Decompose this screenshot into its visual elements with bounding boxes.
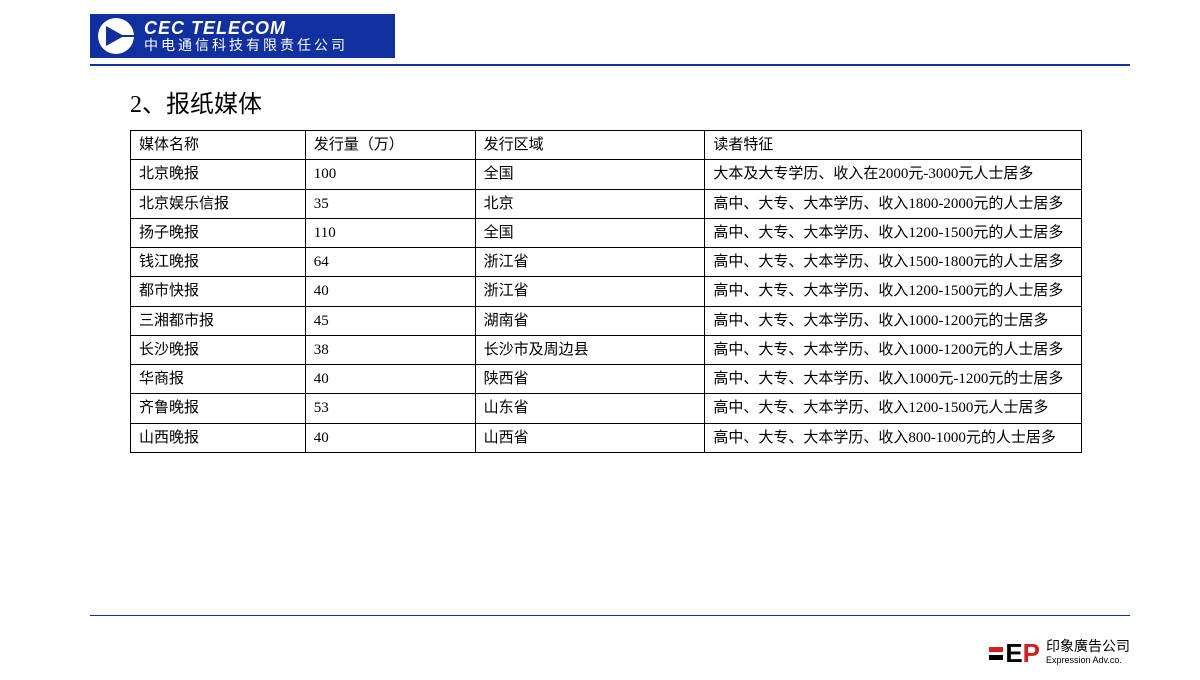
table-row: 长沙晚报38长沙市及周边县高中、大专、大本学历、收入1000-1200元的人士居… bbox=[131, 335, 1082, 364]
table-cell: 全国 bbox=[475, 160, 705, 189]
table-row: 钱江晚报64浙江省高中、大专、大本学历、收入1500-1800元的人士居多 bbox=[131, 248, 1082, 277]
table-cell: 长沙晚报 bbox=[131, 335, 306, 364]
ep-logo-icon: EP bbox=[989, 640, 1040, 666]
table-row: 三湘都市报45湖南省高中、大专、大本学历、收入1000-1200元的士居多 bbox=[131, 306, 1082, 335]
table-row: 扬子晚报110全国高中、大专、大本学历、收入1200-1500元的人士居多 bbox=[131, 218, 1082, 247]
table-cell: 高中、大专、大本学历、收入1000元-1200元的士居多 bbox=[705, 365, 1082, 394]
col-header-readers: 读者特征 bbox=[705, 131, 1082, 160]
logo-text-en: CEC TELECOM bbox=[144, 19, 348, 37]
footer-company-en: Expression Adv.co. bbox=[1046, 656, 1130, 666]
table-row: 都市快报40浙江省高中、大专、大本学历、收入1200-1500元的人士居多 bbox=[131, 277, 1082, 306]
table-cell: 64 bbox=[305, 248, 475, 277]
table-cell: 35 bbox=[305, 189, 475, 218]
table-cell: 高中、大专、大本学历、收入1200-1500元的人士居多 bbox=[705, 277, 1082, 306]
table-cell: 浙江省 bbox=[475, 277, 705, 306]
table-cell: 北京晚报 bbox=[131, 160, 306, 189]
header-logo: CEC TELECOM 中电通信科技有限责任公司 bbox=[90, 14, 395, 58]
col-header-circulation: 发行量（万） bbox=[305, 131, 475, 160]
table-cell: 38 bbox=[305, 335, 475, 364]
table-cell: 大本及大专学历、收入在2000元-3000元人士居多 bbox=[705, 160, 1082, 189]
col-header-region: 发行区域 bbox=[475, 131, 705, 160]
section-title: 2、报纸媒体 bbox=[130, 84, 262, 119]
table-cell: 全国 bbox=[475, 218, 705, 247]
table-cell: 华商报 bbox=[131, 365, 306, 394]
table-header-row: 媒体名称 发行量（万） 发行区域 读者特征 bbox=[131, 131, 1082, 160]
table-cell: 陕西省 bbox=[475, 365, 705, 394]
table-row: 华商报40陕西省高中、大专、大本学历、收入1000元-1200元的士居多 bbox=[131, 365, 1082, 394]
table-cell: 45 bbox=[305, 306, 475, 335]
table-row: 北京晚报100全国大本及大专学历、收入在2000元-3000元人士居多 bbox=[131, 160, 1082, 189]
logo-text: CEC TELECOM 中电通信科技有限责任公司 bbox=[144, 19, 348, 54]
table-row: 北京娱乐信报35北京高中、大专、大本学历、收入1800-2000元的人士居多 bbox=[131, 189, 1082, 218]
table-cell: 110 bbox=[305, 218, 475, 247]
table-cell: 北京 bbox=[475, 189, 705, 218]
table-cell: 高中、大专、大本学历、收入1800-2000元的人士居多 bbox=[705, 189, 1082, 218]
table-cell: 山西晚报 bbox=[131, 423, 306, 452]
table-cell: 高中、大专、大本学历、收入1200-1500元的人士居多 bbox=[705, 218, 1082, 247]
table-cell: 钱江晚报 bbox=[131, 248, 306, 277]
footer-logo: EP 印象廣告公司 Expression Adv.co. bbox=[989, 640, 1130, 666]
table-cell: 100 bbox=[305, 160, 475, 189]
table-cell: 高中、大专、大本学历、收入1000-1200元的人士居多 bbox=[705, 335, 1082, 364]
table-row: 齐鲁晚报53山东省高中、大专、大本学历、收入1200-1500元人士居多 bbox=[131, 394, 1082, 423]
table-cell: 北京娱乐信报 bbox=[131, 189, 306, 218]
table-cell: 高中、大专、大本学历、收入1200-1500元人士居多 bbox=[705, 394, 1082, 423]
table-cell: 湖南省 bbox=[475, 306, 705, 335]
media-table: 媒体名称 发行量（万） 发行区域 读者特征 北京晚报100全国大本及大专学历、收… bbox=[130, 130, 1082, 453]
table-cell: 长沙市及周边县 bbox=[475, 335, 705, 364]
table-cell: 齐鲁晚报 bbox=[131, 394, 306, 423]
table-cell: 三湘都市报 bbox=[131, 306, 306, 335]
table-cell: 高中、大专、大本学历、收入1000-1200元的士居多 bbox=[705, 306, 1082, 335]
table-cell: 山东省 bbox=[475, 394, 705, 423]
header-underline bbox=[90, 64, 1130, 66]
footer-company-cn: 印象廣告公司 bbox=[1046, 640, 1130, 655]
table-cell: 浙江省 bbox=[475, 248, 705, 277]
footer-underline bbox=[90, 615, 1130, 616]
logo-text-cn: 中电通信科技有限责任公司 bbox=[144, 40, 348, 54]
table-row: 山西晚报40山西省高中、大专、大本学历、收入800-1000元的人士居多 bbox=[131, 423, 1082, 452]
table-cell: 40 bbox=[305, 365, 475, 394]
table-cell: 53 bbox=[305, 394, 475, 423]
table-cell: 40 bbox=[305, 277, 475, 306]
table-cell: 高中、大专、大本学历、收入1500-1800元的人士居多 bbox=[705, 248, 1082, 277]
col-header-name: 媒体名称 bbox=[131, 131, 306, 160]
table-cell: 山西省 bbox=[475, 423, 705, 452]
table-cell: 40 bbox=[305, 423, 475, 452]
table-cell: 都市快报 bbox=[131, 277, 306, 306]
table-cell: 扬子晚报 bbox=[131, 218, 306, 247]
table-cell: 高中、大专、大本学历、收入800-1000元的人士居多 bbox=[705, 423, 1082, 452]
arrow-icon bbox=[98, 18, 134, 54]
